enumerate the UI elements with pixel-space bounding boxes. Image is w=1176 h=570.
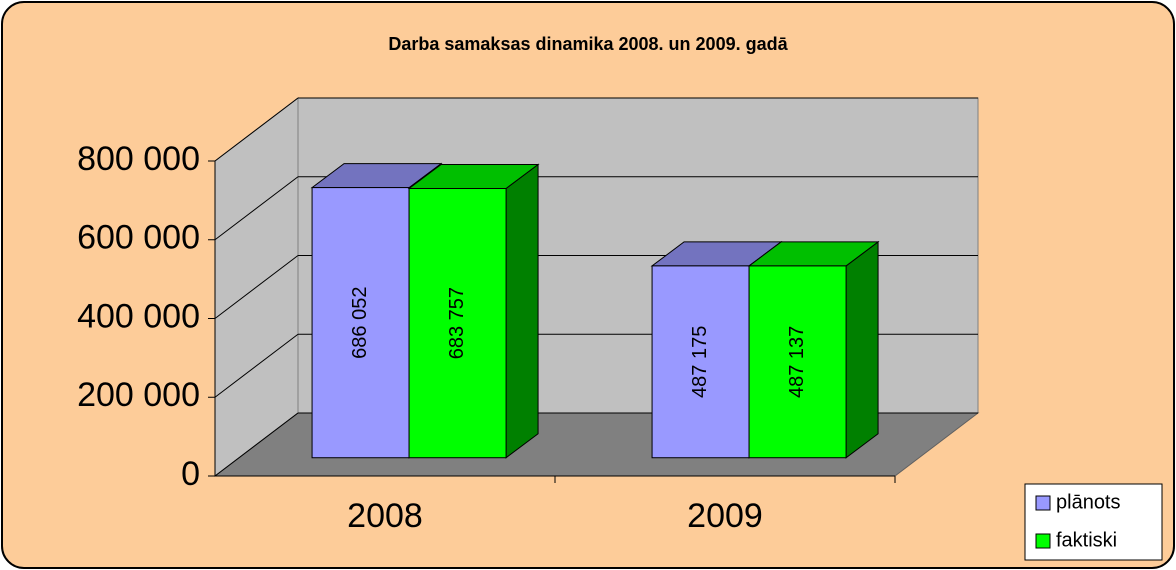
bar [748,265,847,459]
legend-label: faktiski [1056,529,1117,551]
y-tick-label: 400 000 [77,297,200,335]
legend-label: plānots [1056,491,1121,513]
legend-swatch [1035,495,1051,511]
bar-side [505,163,539,459]
bar [311,187,410,459]
data-label: 487 175 [689,326,711,398]
grid-line [214,333,299,398]
bar [651,265,750,459]
x-tick-label: 2009 [687,497,763,535]
y-tick-label: 800 000 [77,140,200,178]
y-tick-label: 0 [181,455,200,493]
legend-swatch [1035,533,1051,549]
grid-line [214,412,299,477]
grid-line [214,176,299,241]
x-tick-label: 2008 [347,497,423,535]
data-label: 683 757 [446,287,468,359]
data-label: 686 052 [349,287,371,359]
y-tick-label: 200 000 [77,376,200,414]
legend: plānots faktiski [1024,483,1163,561]
grid-line [214,97,299,162]
chart-title: Darba samaksas dinamika 2008. un 2009. g… [388,34,788,54]
bar [408,188,507,459]
y-tick-label: 600 000 [77,219,200,257]
bar-side [845,240,879,459]
data-label: 487 137 [786,326,808,398]
grid-line [214,255,299,319]
